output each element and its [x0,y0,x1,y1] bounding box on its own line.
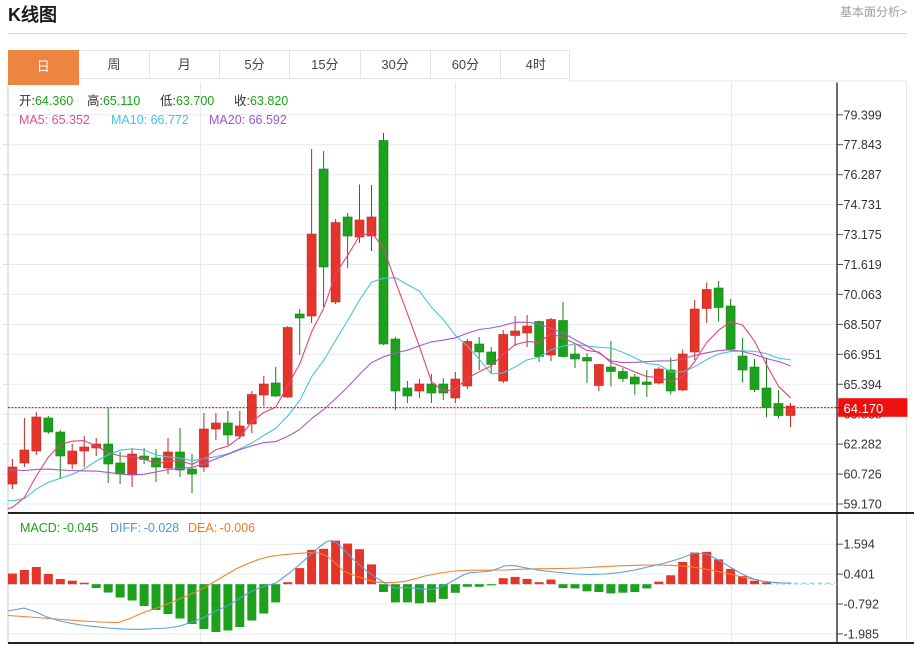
svg-text:-0.792: -0.792 [844,598,879,612]
svg-text:71.619: 71.619 [844,258,882,272]
svg-text:62.282: 62.282 [844,438,882,452]
svg-text:1.594: 1.594 [844,538,875,552]
svg-text:59.170: 59.170 [844,498,882,512]
svg-text:70.063: 70.063 [844,288,882,302]
svg-text:64.170: 64.170 [844,401,884,416]
svg-text:0.401: 0.401 [844,568,875,582]
svg-text:79.399: 79.399 [844,108,882,122]
svg-text:-1.985: -1.985 [844,627,879,641]
svg-text:77.843: 77.843 [844,138,882,152]
svg-text:65.394: 65.394 [844,378,882,392]
svg-text:73.175: 73.175 [844,228,882,242]
svg-text:60.726: 60.726 [844,468,882,482]
svg-text:66.951: 66.951 [844,348,882,362]
svg-text:74.731: 74.731 [844,198,882,212]
svg-text:76.287: 76.287 [844,168,882,182]
svg-text:68.507: 68.507 [844,318,882,332]
